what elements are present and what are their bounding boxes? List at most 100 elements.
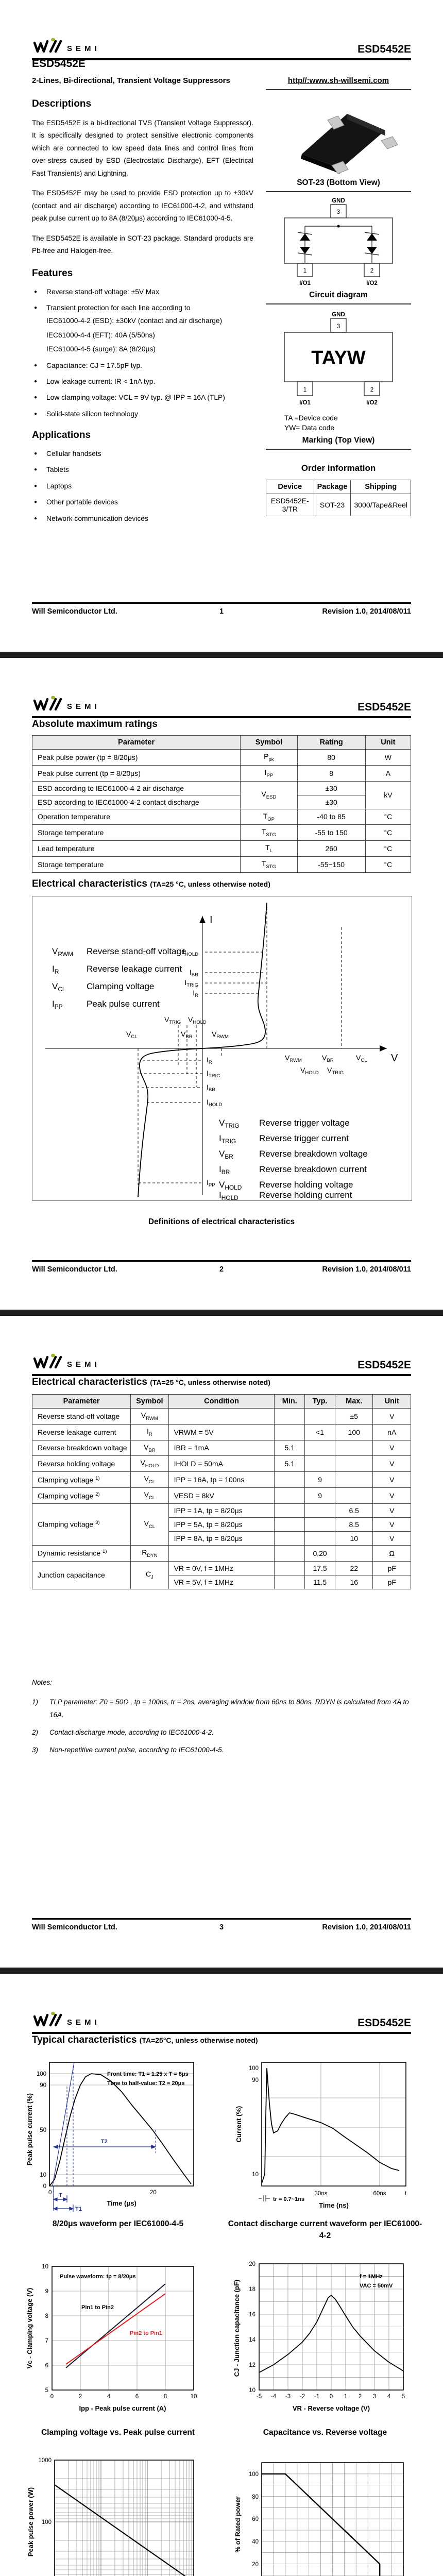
footer-company: Will Semiconductor Ltd. — [32, 1923, 117, 1931]
symbol: VCL — [130, 1487, 169, 1504]
unit: V — [372, 1408, 411, 1425]
max: 100 — [334, 1423, 373, 1440]
condition: IPP = 1A, tp = 8/20μs — [168, 1503, 275, 1518]
will-semi-logo: SEMI — [33, 1353, 97, 1369]
svg-text:0: 0 — [50, 2394, 54, 2400]
svg-text:Reverse trigger voltage: Reverse trigger voltage — [259, 1118, 350, 1128]
svg-text:1000: 1000 — [38, 2458, 52, 2464]
min: 5.1 — [274, 1439, 305, 1456]
svg-text:Reverse leakage current: Reverse leakage current — [87, 964, 182, 974]
symbol: CJ — [130, 1561, 169, 1589]
svg-text:-2: -2 — [300, 2394, 305, 2400]
svg-text:VHOLD: VHOLD — [188, 1015, 207, 1025]
note-item: 1) TLP parameter: Z0 = 50Ω , tp = 100ns, … — [32, 1698, 409, 1719]
svg-text:VHOLD: VHOLD — [219, 1180, 242, 1191]
package-photo — [301, 114, 398, 174]
svg-text:IBR: IBR — [219, 1164, 230, 1176]
descriptions-heading: Descriptions — [32, 98, 92, 109]
y-axis-label: % of Rated power — [234, 2496, 242, 2552]
logo-semi-text: SEMI — [67, 2018, 100, 2027]
will-semi-logo: SEMI — [33, 2011, 100, 2027]
svg-text:IBR: IBR — [190, 968, 198, 978]
x-axis-label: VR - Reverse voltage (V) — [293, 2404, 370, 2412]
svg-text:4: 4 — [107, 2394, 111, 2400]
svg-text:60ns: 60ns — [373, 2191, 386, 2197]
pin3-label: 3 — [337, 209, 340, 215]
gnd-label: GND — [332, 312, 345, 318]
symbol: VCL — [130, 1471, 169, 1488]
svg-text:VTRIG: VTRIG — [164, 1015, 181, 1025]
circuit-caption: Circuit diagram — [266, 291, 411, 304]
svg-text:0: 0 — [48, 2190, 52, 2196]
unit: V — [372, 1471, 411, 1488]
parameter: Clamping voltage 2) — [31, 1487, 131, 1504]
unit: pF — [372, 1574, 411, 1589]
symbol: IR — [130, 1423, 169, 1440]
max — [334, 1471, 373, 1488]
y-axis-label: Vc - Clamping voltage (V) — [26, 2287, 33, 2368]
table-row: Junction capacitance CJ VR = 0V, f = 1MH… — [31, 1561, 411, 1589]
typ: 17.5 — [304, 1561, 335, 1575]
page-4: SEMI ESD5452E Typical characteristics (T… — [0, 1974, 443, 2576]
svg-text:IPP: IPP — [207, 1178, 215, 1188]
list-item: Solid-state silicon technology — [32, 409, 253, 419]
series-label: Pin1 to Pin2 — [81, 2304, 114, 2311]
svg-text:3: 3 — [373, 2394, 376, 2400]
page-separator — [0, 652, 443, 658]
series-label: Pin2 to Pin1 — [130, 2330, 162, 2336]
unit: V — [372, 1503, 411, 1518]
table-row: VR = 5V, f = 1MHz 11.5 16 pF — [32, 1574, 411, 1589]
contact-discharge-chart: 100 90 10 30ns 60ns t tr = 0.7~1ns Time … — [235, 2062, 407, 2209]
column-header: Rating — [297, 735, 366, 750]
typ: 11.5 — [304, 1574, 335, 1589]
page-title: ESD5452E — [32, 58, 86, 70]
chart-clamping-voltage: Pin1 to Pin2 Pin2 to Pin1 Pulse waveform… — [20, 2253, 216, 2438]
max: 10 — [334, 1531, 373, 1546]
website-link[interactable]: http//:www.sh-willsemi.com — [266, 76, 411, 90]
table-row: Dynamic resistance 1) RDYN 0.20 Ω — [31, 1545, 411, 1562]
table-row: Reverse leakage current IR VRWM = 5V <1 … — [31, 1423, 411, 1440]
max: 22 — [334, 1561, 373, 1575]
svg-text:14: 14 — [249, 2337, 255, 2343]
svg-text:20: 20 — [150, 2190, 157, 2196]
symbol: RDYN — [130, 1545, 169, 1562]
max — [334, 1455, 373, 1472]
svg-text:IHOLD: IHOLD — [219, 1190, 238, 1200]
parameter: ESD according to IEC61000-4-2 air discha… — [31, 781, 241, 795]
parameter: Clamping voltage 1) — [31, 1471, 131, 1488]
svg-text:VCL: VCL — [126, 1030, 138, 1040]
symbol: IPP — [240, 765, 298, 782]
y-axis-label: Peak pulse power (W) — [27, 2487, 35, 2556]
unit: V — [372, 1455, 411, 1472]
svg-text:Reverse breakdown voltage: Reverse breakdown voltage — [259, 1149, 368, 1159]
abs-max-ratings-table: Parameter Symbol Rating Unit Peak pulse … — [31, 735, 412, 873]
io1-label: I/O1 — [299, 400, 311, 406]
svg-text:ITRIG: ITRIG — [219, 1133, 236, 1145]
pin3-label: 3 — [337, 324, 340, 330]
order-shipping: 3000/Tape&Reel — [350, 494, 411, 516]
parameter: ESD according to IEC61000-4-2 contact di… — [31, 794, 241, 809]
condition: IBR = 1mA — [168, 1439, 275, 1456]
list-item: IEC61000-4-4 (EFT): 40A (5/50ns) — [46, 331, 155, 339]
list-item: Transient protection for each line accor… — [32, 302, 253, 355]
svg-text:VBR: VBR — [219, 1149, 233, 1160]
parameter: Clamping voltage 3) — [31, 1503, 131, 1546]
svg-text:18: 18 — [249, 2286, 255, 2293]
condition: VR = 5V, f = 1MHz — [168, 1574, 275, 1589]
t1-marker: T1 — [75, 2206, 82, 2212]
logo-semi-text: SEMI — [67, 44, 100, 53]
order-information-heading: Order information — [301, 463, 376, 473]
table-row: Reverse stand-off voltage VRWM ±5 V — [31, 1408, 411, 1425]
column-header: Device — [266, 480, 314, 494]
i-axis-label: I — [210, 914, 213, 926]
page-separator — [0, 1310, 443, 1316]
pin2-label: 2 — [370, 268, 373, 274]
marking-diagram: GND 3 TAYW 1 2 I/O1 I/O2 — [284, 312, 393, 406]
list-item: IEC61000-4-2 (ESD): ±30kV (contact and a… — [46, 317, 223, 325]
applications-list: Cellular handsets Tablets Laptops Other … — [32, 448, 253, 524]
svg-text:1: 1 — [344, 2394, 347, 2400]
condition: VR = 0V, f = 1MHz — [168, 1561, 275, 1575]
typ — [304, 1408, 335, 1425]
table-row: ESD5452E-3/TR SOT-23 3000/Tape&Reel — [266, 494, 411, 516]
max: 8.5 — [334, 1517, 373, 1532]
